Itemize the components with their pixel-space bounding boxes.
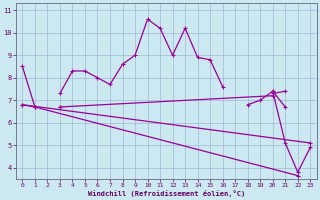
X-axis label: Windchill (Refroidissement éolien,°C): Windchill (Refroidissement éolien,°C): [88, 190, 245, 197]
